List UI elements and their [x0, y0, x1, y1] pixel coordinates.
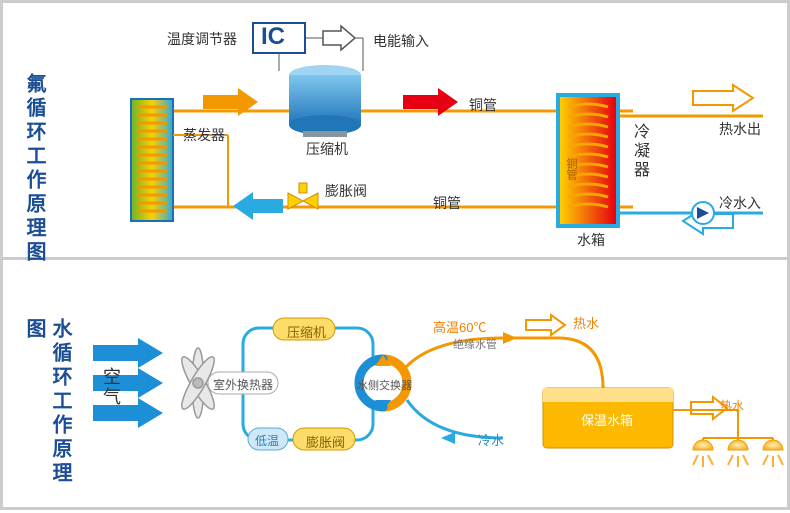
- label-cold-water: 冷水: [478, 430, 504, 449]
- label-expansion: 膨胀阀: [325, 181, 367, 201]
- label-expansion-b: 膨胀阀: [306, 432, 345, 451]
- label-condenser: 冷凝器: [627, 123, 651, 180]
- label-low-temp: 低温: [255, 432, 279, 449]
- label-high-temp: 高温60℃: [433, 317, 486, 336]
- label-hotwater-1: 热水: [573, 313, 599, 332]
- label-copper-1: 铜管: [469, 95, 497, 115]
- label-hot-out: 热水出: [719, 119, 761, 139]
- label-hotwater-2: 热水: [720, 397, 744, 414]
- label-ic: IC: [261, 23, 285, 51]
- label-tank-b: 保温水箱: [581, 410, 633, 429]
- label-water-hx: 水侧交换器: [357, 377, 412, 393]
- label-tank: 水箱: [577, 230, 605, 250]
- label-power-in: 电能输入: [373, 31, 429, 51]
- label-cold-in: 冷水入: [719, 193, 761, 213]
- label-compressor-b: 压缩机: [287, 322, 326, 341]
- label-air: 空气: [103, 368, 121, 408]
- label-compressor: 压缩机: [306, 139, 348, 159]
- label-temp-ctrl: 温度调节器: [167, 29, 237, 49]
- label-copper-3: 铜管: [563, 158, 579, 180]
- label-copper-2: 铜管: [433, 193, 461, 213]
- label-insulated: 绝缘水管: [453, 336, 497, 352]
- label-outdoor-hx: 室外换热器: [213, 376, 273, 393]
- label-evaporator: 蒸发器: [183, 125, 225, 145]
